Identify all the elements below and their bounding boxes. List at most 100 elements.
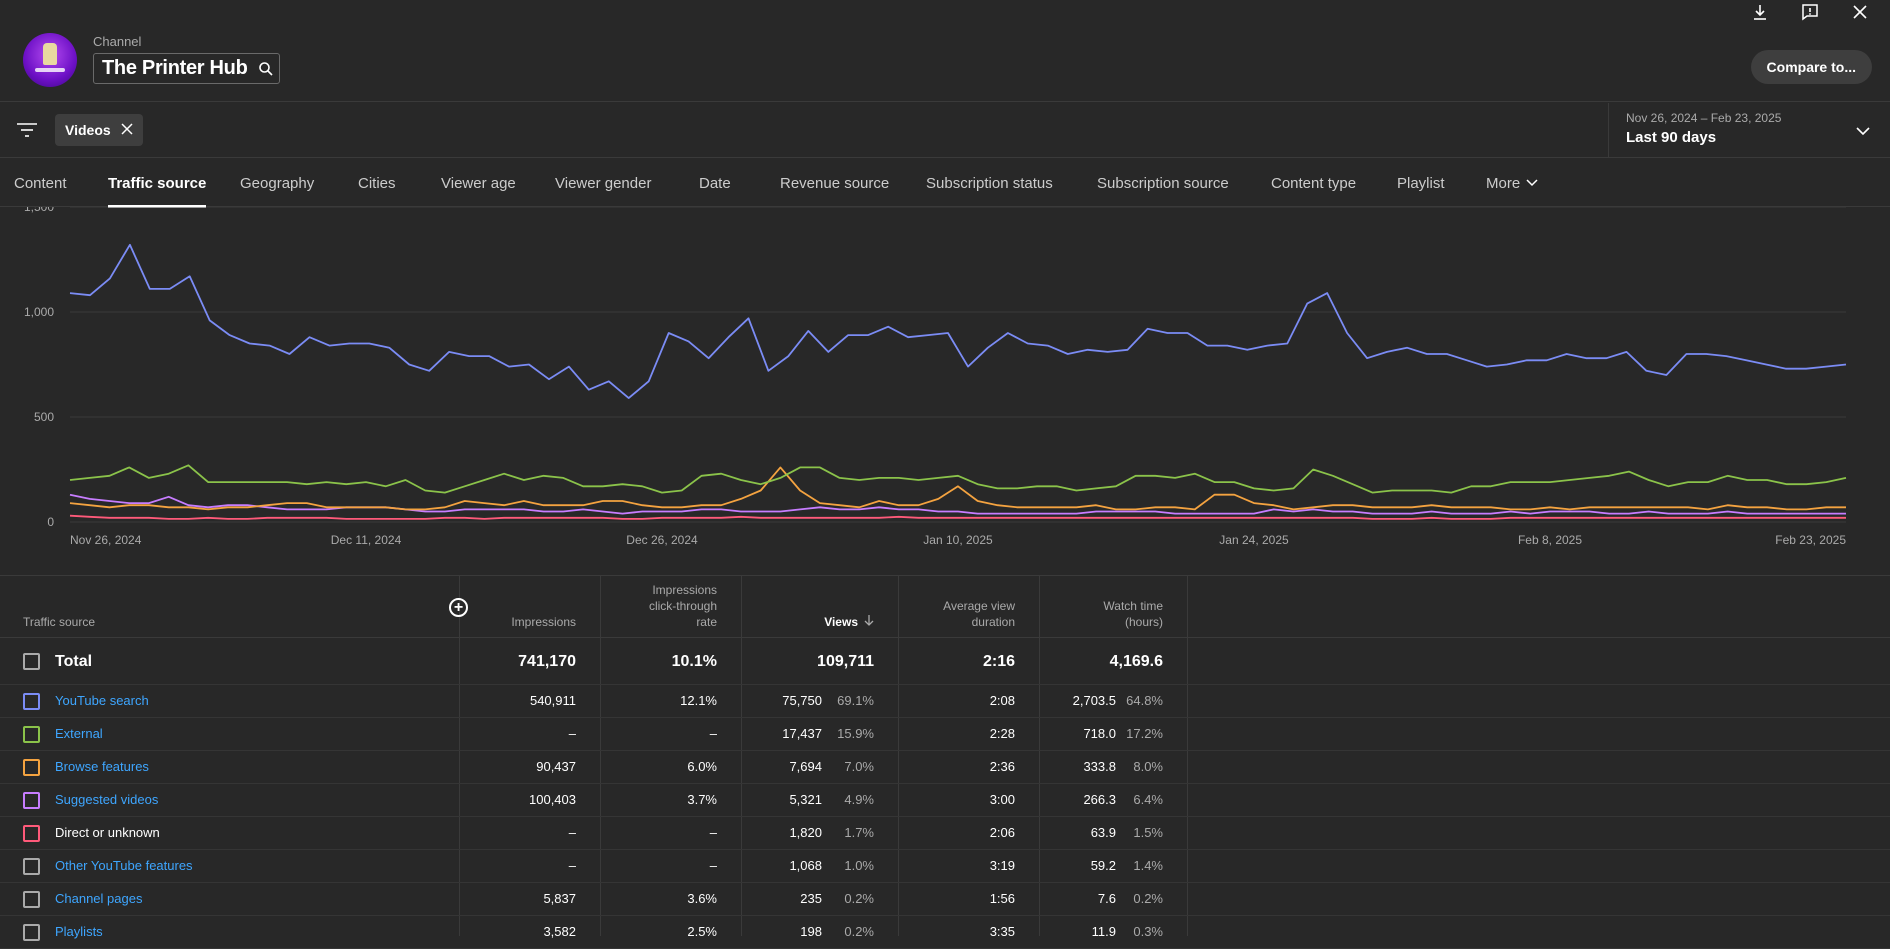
row-source-name[interactable]: Browse features [55,759,149,774]
table-header: Traffic source + Impressions Impressions… [0,576,1890,638]
date-range-text: Nov 26, 2024 – Feb 23, 2025 [1626,111,1782,125]
row-watch-percent: 1.5% [1133,825,1163,840]
date-range-label: Last 90 days [1626,129,1717,146]
row-source-name[interactable]: Other YouTube features [55,858,193,873]
table-row: Suggested videos 100,403 3.7% 5,321 3:00 266.… [0,784,1890,817]
x-tick-label: Feb 23, 2025 [1775,533,1846,547]
tab-content-type[interactable]: Content type [1271,174,1357,192]
row-views: 235 [800,891,822,906]
tab-date[interactable]: Date [699,174,731,192]
header-traffic-source[interactable]: Traffic source [23,615,96,629]
row-watch-time: 2,703.5 [1072,693,1116,708]
filter-chip-videos[interactable]: Videos [55,114,143,146]
header-ctr[interactable]: Impressions click-through rate [648,583,717,629]
tab-cities[interactable]: Cities [358,174,396,192]
row-avg-view-duration: 3:19 [989,858,1015,873]
total-watch-time: 4,169.6 [1109,653,1163,670]
x-tick-label: Jan 24, 2025 [1219,533,1289,547]
total-checkbox[interactable] [23,653,40,670]
row-avg-view-duration: 1:56 [989,891,1015,906]
row-views-percent: 4.9% [844,792,874,807]
search-icon[interactable] [258,61,274,77]
row-checkbox[interactable] [23,759,40,776]
header-views[interactable]: Views [824,614,874,630]
tab-playlist[interactable]: Playlist [1397,174,1445,192]
chevron-down-icon [1526,179,1538,187]
row-impressions: 5,837 [543,891,576,906]
download-icon[interactable] [1750,2,1770,22]
x-tick-label: Feb 8, 2025 [1518,533,1582,547]
row-views-percent: 15.9% [837,726,874,741]
row-ctr: – [709,858,717,873]
tab-more[interactable]: More [1486,159,1538,207]
row-views: 1,820 [789,825,822,840]
row-watch-percent: 0.3% [1133,924,1163,939]
row-impressions: – [568,858,576,873]
channel-label: Channel [93,34,142,49]
header-avg-view-duration[interactable]: Average view duration [943,599,1015,629]
row-source-name[interactable]: Playlists [55,924,103,939]
row-views: 198 [800,924,822,939]
filter-icon[interactable] [16,122,38,143]
window-actions [1750,2,1870,22]
row-ctr: 3.7% [687,792,717,807]
add-metric-icon[interactable]: + [449,598,468,617]
total-impressions: 741,170 [518,653,576,670]
series-line-direct-or-unknown [69,514,1846,520]
tab-viewer-age[interactable]: Viewer age [441,174,516,192]
row-source-name[interactable]: YouTube search [55,693,149,708]
row-source-name[interactable]: Direct or unknown [55,825,160,840]
row-ctr: 6.0% [687,759,717,774]
y-tick-label: 0 [47,515,54,529]
row-checkbox[interactable] [23,792,40,809]
row-avg-view-duration: 2:36 [989,759,1015,774]
x-tick-label: Dec 26, 2024 [626,533,698,547]
row-checkbox[interactable] [23,726,40,743]
tab-content[interactable]: Content [14,174,67,192]
channel-name: The Printer Hub [102,57,248,79]
tab-viewer-gender[interactable]: Viewer gender [555,174,652,192]
channel-avatar[interactable] [23,33,77,87]
row-impressions: 540,911 [529,693,576,708]
feedback-icon[interactable] [1800,2,1820,22]
channel-header: Channel The Printer Hub Compare to... [0,0,1890,102]
tab-traffic-source[interactable]: Traffic source [108,159,207,208]
row-impressions: 100,403 [529,792,576,807]
close-icon[interactable] [1850,2,1870,22]
row-views: 75,750 [782,693,822,708]
arrow-down-icon [864,614,874,630]
filter-chip-label: Videos [65,122,111,138]
date-range-selector[interactable]: Nov 26, 2024 – Feb 23, 2025 Last 90 days [1608,103,1890,158]
row-source-name[interactable]: External [55,726,103,741]
tab-subscription-status[interactable]: Subscription status [926,174,1053,192]
tab-geography[interactable]: Geography [240,174,315,192]
row-checkbox[interactable] [23,924,40,941]
row-impressions: 3,582 [543,924,576,939]
row-checkbox[interactable] [23,858,40,875]
row-checkbox[interactable] [23,825,40,842]
row-source-name[interactable]: Channel pages [55,891,143,906]
y-tick-label: 1,000 [24,305,54,319]
y-tick-label: 1,500 [24,207,54,214]
row-impressions: – [568,825,576,840]
row-views-percent: 1.0% [844,858,874,873]
row-checkbox[interactable] [23,693,40,710]
report-tabs: Content Traffic source Geography Cities … [0,159,1890,208]
header-watch-time[interactable]: Watch time (hours) [1103,599,1163,629]
avatar-wordmark [35,68,65,72]
compare-button[interactable]: Compare to... [1750,50,1872,84]
row-checkbox[interactable] [23,891,40,908]
tab-subscription-source[interactable]: Subscription source [1097,174,1229,192]
row-views-percent: 7.0% [844,759,874,774]
row-avg-view-duration: 3:00 [989,792,1015,807]
close-icon[interactable] [121,122,133,138]
traffic-source-table: Traffic source + Impressions Impressions… [0,575,1890,949]
channel-selector[interactable]: The Printer Hub [93,53,280,84]
tab-revenue-source[interactable]: Revenue source [780,174,890,192]
row-source-name[interactable]: Suggested videos [55,792,159,807]
x-tick-label: Jan 10, 2025 [923,533,993,547]
table-row: Direct or unknown – – 1,820 2:06 63.9 1.7% 1.5% [0,817,1890,850]
y-tick-label: 500 [34,410,54,424]
row-watch-time: 718.0 [1083,726,1116,741]
header-impressions[interactable]: Impressions [511,615,576,629]
